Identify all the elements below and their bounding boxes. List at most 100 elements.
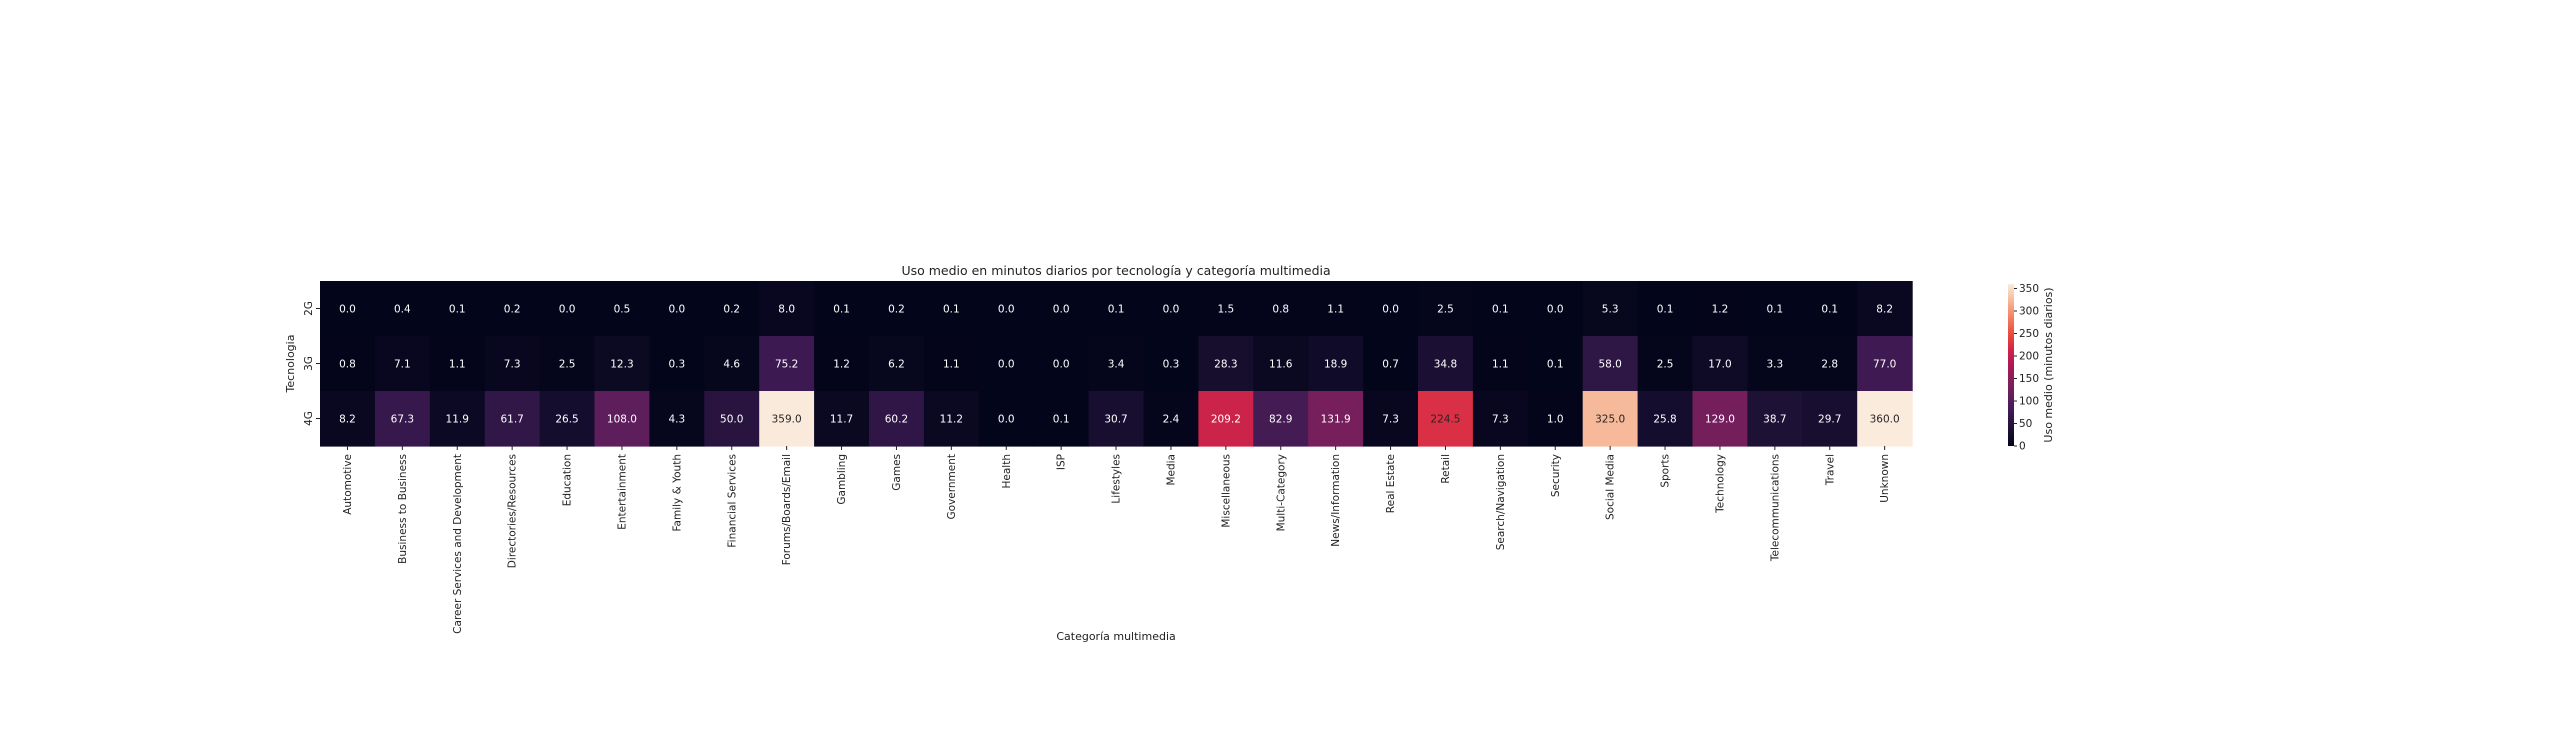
heatmap-cell [1418, 281, 1474, 337]
colorbar-tick-label: 150 [2019, 373, 2039, 385]
cell-value-label: 209.2 [1211, 414, 1241, 426]
heatmap-cell [814, 336, 870, 392]
y-tick-label: 2G [303, 301, 315, 316]
cell-value-label: 25.8 [1653, 414, 1676, 426]
cell-value-label: 360.0 [1870, 414, 1900, 426]
cell-value-label: 1.2 [1712, 304, 1729, 316]
cell-value-label: 17.0 [1708, 359, 1731, 371]
heatmap-cell [1308, 391, 1364, 447]
heatmap-cell [1692, 391, 1748, 447]
heatmap-cell [759, 336, 815, 392]
heatmap-cell [1308, 336, 1364, 392]
heatmap-cell [1692, 336, 1748, 392]
x-tick-label: Real Estate [1385, 454, 1397, 513]
heatmap-cell [704, 391, 760, 447]
heatmap-cell [429, 336, 486, 392]
cell-value-label: 1.0 [1547, 414, 1564, 426]
cell-value-label: 2.8 [1821, 359, 1838, 371]
cell-value-label: 5.3 [1602, 304, 1619, 316]
x-tick-label: Media [1165, 454, 1177, 486]
heatmap-cell [1527, 391, 1584, 447]
x-tick-label: Gambling [836, 454, 848, 505]
cell-value-label: 7.3 [1382, 414, 1399, 426]
colorbar-tick-label: 300 [2019, 306, 2039, 318]
heatmap-cell [1363, 391, 1419, 447]
cell-value-label: 0.1 [1657, 304, 1674, 316]
heatmap-cell [1088, 281, 1145, 337]
heatmap-cell [1747, 281, 1803, 337]
colorbar-tick-label: 200 [2019, 351, 2039, 363]
cell-value-label: 2.5 [1437, 304, 1454, 316]
cell-value-label: 3.4 [1108, 359, 1125, 371]
heatmap-cell [1143, 391, 1199, 447]
heatmap-cell [1527, 281, 1584, 337]
heatmap-cell [320, 336, 376, 392]
heatmap-cell [1253, 336, 1309, 392]
cell-value-label: 1.1 [943, 359, 960, 371]
heatmap-cell [759, 281, 815, 337]
heatmap-cell [1747, 336, 1803, 392]
heatmap-cell [1582, 391, 1639, 447]
cell-value-label: 29.7 [1818, 414, 1841, 426]
cell-value-label: 0.2 [888, 304, 905, 316]
heatmap-cell [814, 391, 870, 447]
x-tick-label: Family & Youth [671, 454, 683, 532]
cell-value-label: 0.2 [723, 304, 740, 316]
x-tick-label: Games [891, 454, 903, 491]
cell-value-label: 8.2 [339, 414, 356, 426]
heatmap-cell [1527, 336, 1584, 392]
heatmap-cell [978, 281, 1035, 337]
x-tick-label: Sports [1660, 454, 1672, 488]
heatmap-cell [1033, 336, 1090, 392]
cell-value-label: 0.0 [1053, 359, 1070, 371]
x-tick-label: Forums/Boards/Email [781, 454, 793, 565]
cell-value-label: 131.9 [1321, 414, 1351, 426]
heatmap-cell [594, 336, 650, 392]
colorbar-tick-label: 350 [2019, 283, 2039, 295]
cell-value-label: 0.0 [1382, 304, 1399, 316]
heatmap-cell [1802, 281, 1858, 337]
heatmap-cell [759, 391, 815, 447]
x-tick-label: Career Services and Development [452, 454, 464, 634]
x-tick-label: Financial Services [726, 454, 738, 548]
y-tick-label: 4G [303, 411, 315, 426]
cell-value-label: 129.0 [1705, 414, 1735, 426]
heatmap-cell [649, 391, 705, 447]
x-tick-label: ISP [1056, 454, 1068, 470]
cell-value-label: 0.2 [504, 304, 521, 316]
x-tick-label: Business to Business [397, 454, 409, 564]
cell-value-label: 0.0 [559, 304, 576, 316]
heatmap-cell [1582, 281, 1639, 337]
heatmap-cell [1472, 391, 1529, 447]
cell-value-label: 0.0 [1053, 304, 1070, 316]
heatmap-cell [1033, 281, 1090, 337]
cell-value-label: 224.5 [1430, 414, 1460, 426]
colorbar-label: Uso medio (minutos diarios) [2042, 287, 2055, 442]
cell-value-label: 8.0 [778, 304, 795, 316]
cell-value-label: 11.9 [446, 414, 469, 426]
heatmap-cell [869, 281, 925, 337]
cell-value-label: 1.1 [449, 359, 466, 371]
heatmap-cell [594, 391, 650, 447]
heatmap-cell [429, 391, 486, 447]
cell-value-label: 2.4 [1163, 414, 1180, 426]
heatmap-cell [1582, 336, 1639, 392]
colorbar-gradient [2008, 284, 2014, 446]
cell-value-label: 4.3 [668, 414, 685, 426]
heatmap-cell [1088, 336, 1145, 392]
cell-value-label: 0.1 [1108, 304, 1125, 316]
heatmap-cell [1198, 391, 1254, 447]
heatmap-cell [1802, 336, 1858, 392]
x-tick-label: Miscellaneous [1220, 454, 1232, 528]
cell-value-label: 0.1 [1053, 414, 1070, 426]
heatmap-cell [320, 281, 376, 337]
cell-value-label: 0.0 [998, 414, 1015, 426]
heatmap-cell [539, 336, 596, 392]
heatmap-cell [1198, 336, 1254, 392]
heatmap-cell [594, 281, 650, 337]
cell-value-label: 1.2 [833, 359, 850, 371]
x-tick-label: News/Information [1330, 454, 1342, 547]
cell-value-label: 0.1 [449, 304, 466, 316]
cell-value-label: 0.4 [394, 304, 411, 316]
cell-value-label: 12.3 [610, 359, 633, 371]
